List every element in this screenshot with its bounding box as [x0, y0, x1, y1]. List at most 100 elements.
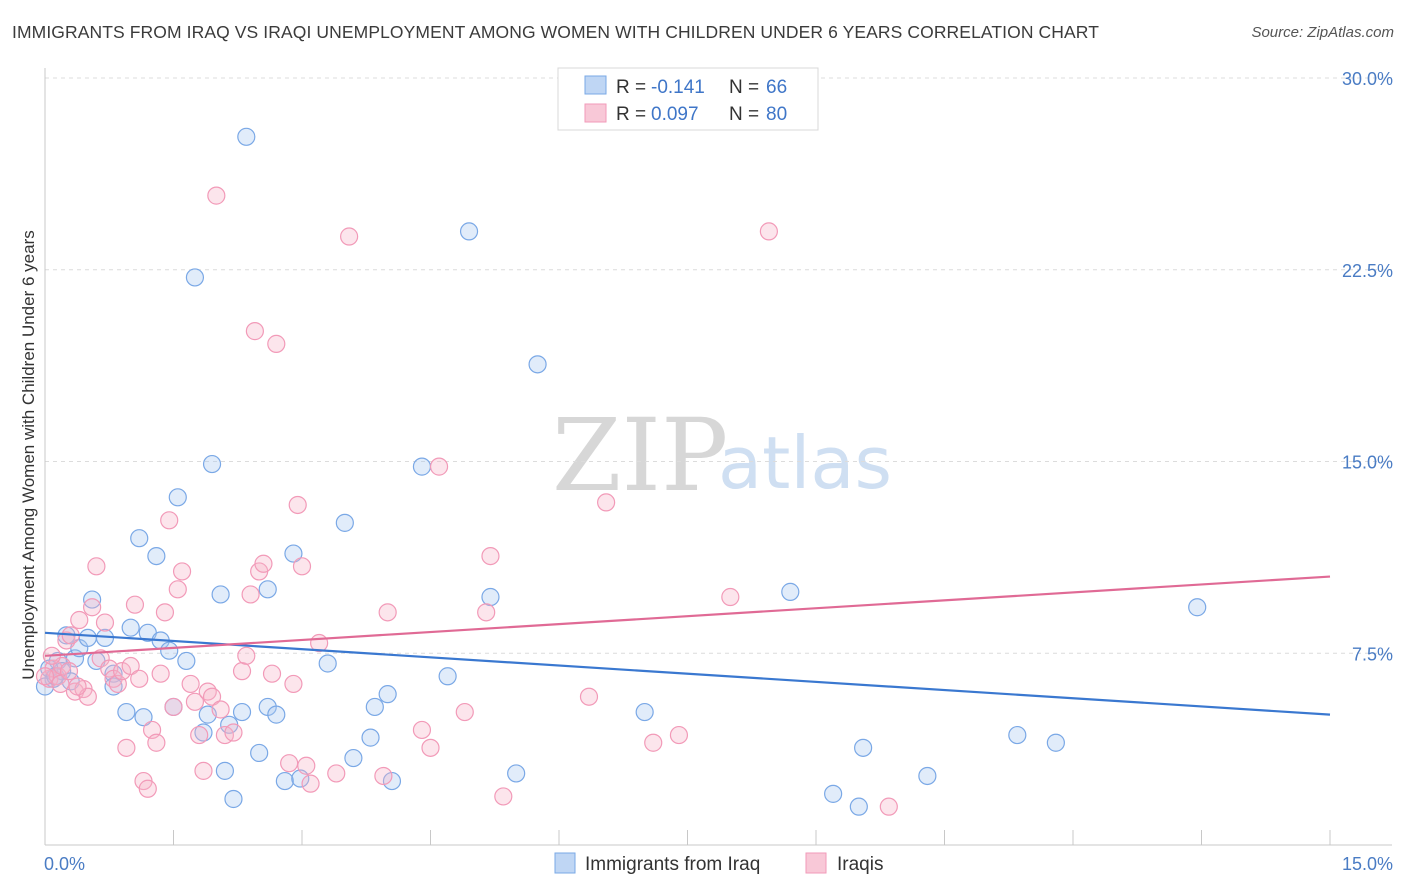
- scatter-point-iraqis: [125, 595, 145, 614]
- scatter-point-iraqis: [181, 674, 200, 694]
- y-axis-label: Unemployment Among Women with Children U…: [19, 230, 38, 679]
- x-tick-label: 15.0%: [1342, 854, 1393, 874]
- scatter-point-iraqis: [721, 587, 740, 607]
- scatter-point-iraqis: [164, 697, 183, 717]
- scatter-point-iraq: [185, 268, 205, 287]
- scatter-point-iraq: [250, 743, 269, 763]
- scatter-point-iraq: [177, 651, 196, 671]
- scatter-point-iraqis: [121, 656, 140, 676]
- scatter-point-iraqis: [168, 580, 187, 599]
- scatter-point-iraqis: [297, 756, 316, 775]
- watermark-zip: ZIP: [552, 397, 728, 514]
- scatter-point-iraqis: [421, 738, 440, 757]
- scatter-point-iraq: [854, 738, 873, 757]
- scatter-point-iraq: [365, 697, 384, 717]
- scatter-point-iraqis: [211, 700, 230, 719]
- legend-r-label-iraqis: R =: [616, 104, 646, 125]
- scatter-point-iraq: [275, 771, 294, 791]
- trend-lines: [44, 575, 1331, 716]
- scatter-point-iraqis: [83, 598, 102, 617]
- scatter-point-iraq: [215, 761, 234, 780]
- source-credit: Source: ZipAtlas.com: [1251, 24, 1394, 41]
- scatter-point-iraq: [528, 355, 547, 374]
- scatter-point-iraqis: [669, 725, 689, 745]
- legend-n-value-iraqis: 80: [766, 104, 787, 125]
- scatter-point-iraq: [147, 546, 166, 566]
- scatter-point-iraq: [459, 222, 479, 241]
- scatter-point-iraqis: [70, 610, 89, 630]
- scatter-point-iraqis: [597, 493, 616, 512]
- scatter-point-iraq: [781, 582, 800, 601]
- scatter-point-iraq: [849, 797, 868, 816]
- grid-lines: [45, 77, 1392, 654]
- trend-line-iraq: [44, 631, 1331, 716]
- scatter-point-iraqis: [87, 557, 106, 576]
- scatter-point-iraq: [224, 789, 243, 809]
- scatter-point-iraqis: [879, 797, 898, 816]
- scatter-point-iraqis: [254, 554, 273, 573]
- scatter-point-iraqis: [155, 603, 175, 622]
- scatter-point-iraqis: [138, 779, 157, 798]
- legend-box: R = -0.141 N = 66 R = 0.097 N = 80: [557, 67, 819, 131]
- legend-n-label-iraqis: N =: [729, 104, 759, 125]
- scatter-point-iraqis: [412, 720, 432, 740]
- scatter-point-iraq: [267, 705, 286, 724]
- scatter-point-iraqis: [477, 603, 496, 622]
- y-tick-label: 22.5%: [1342, 261, 1393, 281]
- scatter-point-iraqis: [207, 186, 226, 205]
- scatter-point-iraqis: [284, 674, 303, 694]
- chart-title: IMMIGRANTS FROM IRAQ VS IRAQI UNEMPLOYME…: [12, 22, 1100, 42]
- scatter-point-iraqis: [262, 664, 282, 683]
- scatter-point-iraq: [202, 454, 222, 474]
- scatter-point-iraq: [258, 580, 277, 599]
- scatter-point-iraqis: [327, 764, 346, 783]
- scatter-point-iraq: [211, 585, 230, 604]
- scatter-point-iraqis: [151, 664, 170, 683]
- scatter-point-iraqis: [232, 662, 252, 681]
- scatter-point-iraqis: [429, 457, 449, 476]
- scatter-point-iraq: [1046, 733, 1065, 752]
- legend-r-label-iraq: R =: [616, 77, 646, 98]
- scatter-point-iraqis: [172, 562, 192, 581]
- trend-line-iraqis: [44, 575, 1331, 657]
- scatter-point-iraqis: [245, 322, 264, 341]
- scatter-point-iraq: [117, 702, 136, 722]
- scatter-point-iraqis: [185, 692, 205, 711]
- scatter-point-iraqis: [224, 723, 243, 742]
- legend-n-value-iraq: 66: [766, 77, 787, 98]
- scatter-point-iraq: [635, 702, 654, 722]
- scatter-point-iraqis: [288, 495, 307, 515]
- scatter-point-iraqis: [494, 787, 513, 806]
- scatter-point-iraq: [168, 488, 187, 507]
- scatter-point-iraq: [232, 702, 252, 722]
- y-tick-label: 15.0%: [1342, 453, 1393, 473]
- scatter-point-iraq: [481, 587, 500, 607]
- scatter-point-iraq: [382, 771, 402, 791]
- scatter-point-iraq: [121, 618, 140, 637]
- y-tick-labels: 7.5% 15.0% 22.5% 30.0%: [1342, 69, 1393, 664]
- scatter-point-iraq: [1188, 598, 1207, 617]
- scatter-point-iraqis: [95, 613, 115, 632]
- scatter-point-iraqis: [237, 646, 256, 665]
- scatter-point-iraqis: [202, 687, 222, 706]
- scatter-point-iraqis: [130, 669, 149, 688]
- scatter-point-iraq: [412, 457, 432, 476]
- scatter-point-iraqis: [340, 227, 359, 246]
- scatter-point-iraqis: [190, 725, 209, 745]
- legend-n-label-iraq: N =: [729, 77, 759, 98]
- scatter-point-iraq: [361, 728, 380, 747]
- legend-swatch-iraqis: [584, 103, 607, 123]
- scatter-point-iraqis: [378, 603, 397, 622]
- scatter-point-iraqis: [644, 733, 663, 752]
- x-tick-labels: 0.0% 15.0%: [44, 854, 1393, 874]
- scatter-point-iraqis: [481, 546, 500, 566]
- scatter-point-iraqis: [280, 754, 299, 773]
- scatter-point-iraqis: [301, 774, 320, 793]
- legend-r-value-iraq: -0.141: [651, 77, 705, 98]
- scatter-point-iraqis: [112, 662, 132, 681]
- scatter-point-iraq: [130, 529, 149, 548]
- scatter-point-iraq: [507, 764, 526, 783]
- scatter-point-iraq: [335, 513, 354, 532]
- scatter-point-iraqis: [455, 702, 474, 722]
- scatter-point-iraqis: [117, 738, 136, 757]
